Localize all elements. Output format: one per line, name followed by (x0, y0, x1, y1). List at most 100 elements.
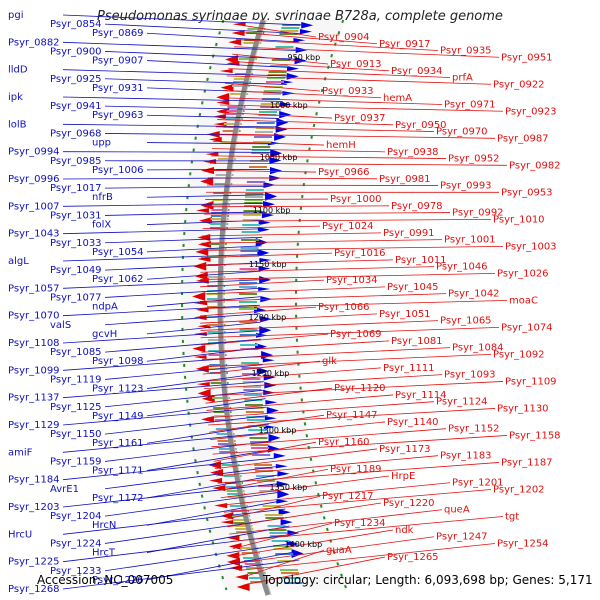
gene-label-right: Psyr_0934 (391, 66, 443, 77)
gene-label-left: Psyr_1062 (92, 274, 144, 285)
gene-label-left: amiF (8, 447, 33, 458)
gene-label-right: Psyr_0917 (379, 39, 431, 50)
gene-label-right: Psyr_0937 (334, 113, 386, 124)
gene-label-right: Psyr_1183 (440, 451, 492, 462)
gene-label-left: lldD (8, 65, 28, 76)
gene-label-right: tgt (505, 511, 519, 522)
gene-label-right: Psyr_1016 (334, 248, 386, 259)
kbp-tick-label: 1200 kbp (249, 313, 287, 322)
gene-label-right: Psyr_1120 (334, 383, 386, 394)
gene-label-right: Psyr_0935 (440, 46, 492, 57)
gene-label-left: upp (92, 138, 111, 149)
gene-label-right: ndk (395, 525, 414, 536)
gene-label-right: Psyr_1003 (505, 241, 557, 252)
gene-label-left: folX (92, 220, 111, 231)
gene-label-right: Psyr_0978 (391, 201, 443, 212)
gene-label-left: Psyr_1098 (92, 356, 144, 367)
gene-label-right: HrpE (391, 471, 415, 482)
gene-label-right: Psyr_1158 (509, 430, 561, 441)
gene-label-left: Psyr_1054 (92, 247, 144, 258)
gene-label-right: Psyr_0933 (322, 86, 374, 97)
gene-label-left: Psyr_1123 (92, 384, 144, 395)
gene-label-right: Psyr_0970 (436, 127, 488, 138)
kbp-tick-label: 1150 kbp (249, 260, 287, 269)
gene-label-left: AvrE1 (50, 484, 79, 495)
gene-label-left: Psyr_0869 (92, 28, 144, 39)
gene-label-left: HrcT (92, 548, 116, 559)
gene-label-right: Psyr_0913 (330, 59, 382, 70)
gene-label-left: HrcN (92, 520, 116, 531)
gene-label-right: Psyr_0938 (387, 147, 439, 158)
gene-label-right: Psyr_1051 (379, 309, 431, 320)
gene-label-right: Psyr_1065 (440, 316, 492, 327)
gene-label-left: Psyr_1171 (92, 466, 144, 477)
gene-label-right: Psyr_1147 (326, 410, 378, 421)
gene-label-right: Psyr_1034 (326, 275, 378, 286)
gene-label-right: Psyr_1234 (334, 518, 386, 529)
gene-label-left: algL (8, 256, 29, 267)
gene-label-right: Psyr_0904 (318, 32, 370, 43)
gene-label-right: Psyr_1160 (318, 437, 370, 448)
gene-label-right: Psyr_0922 (493, 79, 545, 90)
gene-label-left: Psyr_0907 (92, 56, 144, 67)
kbp-tick-label: 1300 kbp (259, 426, 297, 435)
gene-label-right: Psyr_0987 (497, 133, 549, 144)
gene-label-left: nfrB (92, 192, 113, 203)
gene-label-right: Psyr_1140 (387, 417, 439, 428)
gene-label-right: Psyr_1024 (322, 221, 374, 232)
gene-label-right: Psyr_1001 (444, 235, 496, 246)
gene-label-left: gcvH (92, 329, 117, 340)
kbp-tick-label: 950 kbp (288, 53, 321, 62)
gene-label-right: Psyr_1254 (497, 538, 549, 549)
gene-label-left: Psyr_1149 (92, 411, 144, 422)
gene-label-right: Psyr_1042 (448, 289, 500, 300)
gene-label-right: Psyr_0971 (444, 100, 496, 111)
kbp-tick-label: 1100 kbp (253, 206, 291, 215)
gene-label-right: Psyr_1130 (497, 403, 549, 414)
gene-label-left: lolB (8, 119, 27, 130)
gene-label-right: Psyr_1026 (497, 268, 549, 279)
gene-label-left: Psyr_1006 (92, 165, 144, 176)
gene-label-right: Psyr_1046 (436, 262, 488, 273)
gene-label-right: hemH (326, 140, 356, 151)
gene-label-right: Psyr_1045 (387, 282, 439, 293)
gene-label-left: pgi (8, 10, 23, 21)
gene-label-right: Psyr_1111 (383, 363, 435, 374)
gene-label-right: Psyr_1152 (448, 424, 500, 435)
gene-label-right: Psyr_1187 (501, 457, 553, 468)
gene-label-left: Psyr_0963 (92, 110, 144, 121)
kbp-tick-label: 1400 kbp (285, 540, 323, 549)
gene-label-left: Psyr_0931 (92, 83, 144, 94)
genome-summary-text: Topology: circular; Length: 6,093,698 bp… (263, 573, 593, 587)
gene-label-right: Psyr_0951 (501, 52, 553, 63)
gene-label-right: Psyr_1069 (330, 329, 382, 340)
gene-label-right: hemA (383, 93, 412, 104)
gene-label-right: Psyr_1092 (493, 349, 545, 360)
gene-label-right: prfA (452, 73, 473, 84)
kbp-tick-label: 1350 kbp (270, 483, 308, 492)
gene-label-right: Psyr_0953 (501, 187, 553, 198)
gene-label-right: Psyr_1000 (330, 194, 382, 205)
genome-map: 950 kbp1000 kbp1050 kbp1100 kbp1150 kbp1… (0, 0, 600, 600)
gene-label-right: Psyr_1124 (436, 397, 488, 408)
gene-label-right: Psyr_1074 (501, 322, 553, 333)
gene-label-right: Psyr_0993 (440, 181, 492, 192)
gene-label-right: Psyr_0991 (383, 228, 435, 239)
gene-label-left: Psyr_1172 (92, 493, 144, 504)
gene-label-right: Psyr_0923 (505, 106, 557, 117)
gene-label-right: Psyr_0981 (379, 174, 431, 185)
gene-label-right: Psyr_1173 (379, 444, 431, 455)
gene-label-right: guaA (326, 545, 352, 556)
gene-label-right: Psyr_1010 (493, 214, 545, 225)
gene-label-right: Psyr_1109 (505, 376, 557, 387)
gene-label-right: moaC (509, 295, 538, 306)
gene-label-right: Psyr_1220 (383, 498, 435, 509)
gene-label-right: Psyr_1093 (444, 370, 496, 381)
gene-label-right: Psyr_0966 (318, 167, 370, 178)
gene-label-left: Psyr_1161 (92, 438, 144, 449)
gene-label-right: Psyr_0982 (509, 160, 561, 171)
kbp-tick-label: 1250 kbp (252, 369, 290, 378)
kbp-tick-label: 1000 kbp (270, 101, 308, 110)
gene-label-right: Psyr_0952 (448, 154, 500, 165)
gene-label-right: Psyr_1247 (436, 532, 488, 543)
